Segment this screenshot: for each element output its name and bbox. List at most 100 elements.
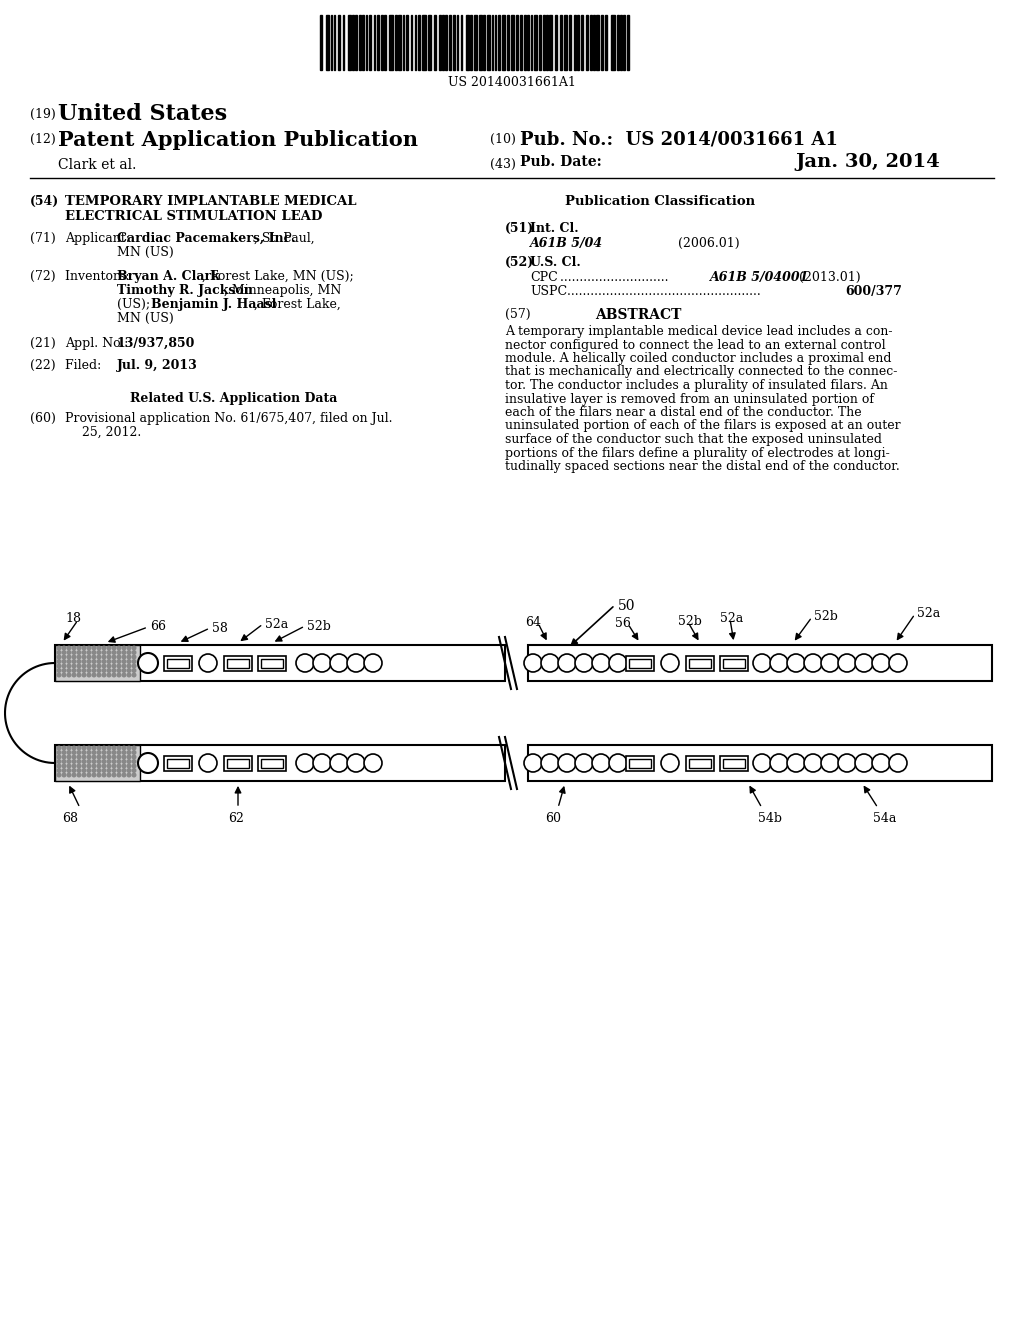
Bar bbox=[581, 15, 583, 70]
Circle shape bbox=[68, 673, 71, 677]
Circle shape bbox=[127, 760, 131, 763]
Circle shape bbox=[68, 746, 71, 750]
Bar bbox=[515, 15, 518, 70]
Bar bbox=[577, 15, 579, 70]
Text: , Forest Lake,: , Forest Lake, bbox=[254, 298, 341, 312]
Bar bbox=[164, 755, 193, 771]
Circle shape bbox=[102, 664, 105, 668]
Circle shape bbox=[73, 768, 76, 772]
Text: A61B 5/04001: A61B 5/04001 bbox=[710, 271, 809, 284]
Text: (10): (10) bbox=[490, 133, 516, 147]
Text: 25, 2012.: 25, 2012. bbox=[82, 426, 141, 440]
Circle shape bbox=[97, 651, 100, 655]
Circle shape bbox=[108, 660, 111, 663]
Text: portions of the filars define a plurality of electrodes at longi-: portions of the filars define a pluralit… bbox=[505, 446, 890, 459]
Circle shape bbox=[330, 754, 348, 772]
Bar bbox=[224, 755, 252, 771]
Bar bbox=[334, 15, 335, 70]
Circle shape bbox=[97, 755, 100, 759]
Circle shape bbox=[82, 764, 86, 768]
Bar bbox=[384, 15, 385, 70]
Bar bbox=[258, 755, 286, 771]
Circle shape bbox=[102, 746, 105, 750]
Circle shape bbox=[73, 751, 76, 754]
Text: 68: 68 bbox=[62, 812, 78, 825]
Bar bbox=[605, 15, 607, 70]
Circle shape bbox=[117, 673, 121, 677]
Circle shape bbox=[838, 754, 856, 772]
Circle shape bbox=[77, 651, 81, 655]
Text: 54a: 54a bbox=[873, 812, 896, 825]
Text: A61B 5/04: A61B 5/04 bbox=[530, 238, 603, 249]
Circle shape bbox=[127, 755, 131, 759]
Circle shape bbox=[87, 755, 91, 759]
Bar bbox=[629, 659, 651, 668]
Circle shape bbox=[872, 653, 890, 672]
Circle shape bbox=[73, 760, 76, 763]
Bar bbox=[527, 15, 528, 70]
Circle shape bbox=[62, 655, 66, 659]
Circle shape bbox=[68, 664, 71, 668]
Bar bbox=[258, 656, 286, 671]
Text: (19): (19) bbox=[30, 108, 55, 121]
Text: that is mechanically and electrically connected to the connec-: that is mechanically and electrically co… bbox=[505, 366, 897, 379]
Bar bbox=[524, 15, 525, 70]
Text: Timothy R. Jackson: Timothy R. Jackson bbox=[117, 284, 253, 297]
Bar bbox=[338, 15, 340, 70]
Circle shape bbox=[132, 764, 136, 768]
Bar bbox=[227, 759, 249, 767]
Circle shape bbox=[102, 774, 105, 776]
Text: TEMPORARY IMPLANTABLE MEDICAL: TEMPORARY IMPLANTABLE MEDICAL bbox=[65, 195, 356, 209]
Circle shape bbox=[92, 774, 96, 776]
Circle shape bbox=[87, 647, 91, 649]
Circle shape bbox=[804, 754, 822, 772]
Circle shape bbox=[77, 664, 81, 668]
Bar bbox=[483, 15, 485, 70]
Text: Pub. No.:  US 2014/0031661 A1: Pub. No.: US 2014/0031661 A1 bbox=[520, 129, 838, 148]
Circle shape bbox=[138, 752, 158, 774]
Circle shape bbox=[113, 751, 116, 754]
Bar bbox=[374, 15, 375, 70]
Circle shape bbox=[122, 774, 126, 776]
Bar bbox=[395, 15, 396, 70]
Bar bbox=[720, 755, 748, 771]
Text: Appl. No.:: Appl. No.: bbox=[65, 337, 132, 350]
Bar bbox=[474, 15, 476, 70]
Circle shape bbox=[108, 746, 111, 750]
Circle shape bbox=[62, 755, 66, 759]
Circle shape bbox=[77, 655, 81, 659]
Bar bbox=[543, 15, 545, 70]
Circle shape bbox=[117, 764, 121, 768]
Bar bbox=[539, 15, 541, 70]
Bar bbox=[457, 15, 458, 70]
Bar bbox=[326, 15, 329, 70]
Circle shape bbox=[92, 746, 96, 750]
Bar bbox=[479, 15, 481, 70]
Circle shape bbox=[57, 651, 60, 655]
Text: A temporary implantable medical device lead includes a con-: A temporary implantable medical device l… bbox=[505, 325, 893, 338]
Circle shape bbox=[330, 653, 348, 672]
Circle shape bbox=[113, 664, 116, 668]
Circle shape bbox=[57, 647, 60, 649]
Bar bbox=[224, 656, 252, 671]
Circle shape bbox=[57, 660, 60, 663]
Circle shape bbox=[662, 653, 679, 672]
Text: Pub. Date:: Pub. Date: bbox=[520, 154, 602, 169]
Circle shape bbox=[113, 755, 116, 759]
Circle shape bbox=[102, 651, 105, 655]
Circle shape bbox=[102, 760, 105, 763]
Circle shape bbox=[117, 751, 121, 754]
Circle shape bbox=[62, 669, 66, 672]
Circle shape bbox=[821, 653, 839, 672]
Circle shape bbox=[347, 754, 365, 772]
Bar bbox=[348, 15, 350, 70]
Circle shape bbox=[132, 660, 136, 663]
Circle shape bbox=[97, 660, 100, 663]
Circle shape bbox=[97, 774, 100, 776]
Circle shape bbox=[770, 653, 788, 672]
Circle shape bbox=[82, 755, 86, 759]
Text: Provisional application No. 61/675,407, filed on Jul.: Provisional application No. 61/675,407, … bbox=[65, 412, 392, 425]
Circle shape bbox=[364, 653, 382, 672]
Bar bbox=[596, 15, 599, 70]
Text: nector configured to connect the lead to an external control: nector configured to connect the lead to… bbox=[505, 338, 886, 351]
